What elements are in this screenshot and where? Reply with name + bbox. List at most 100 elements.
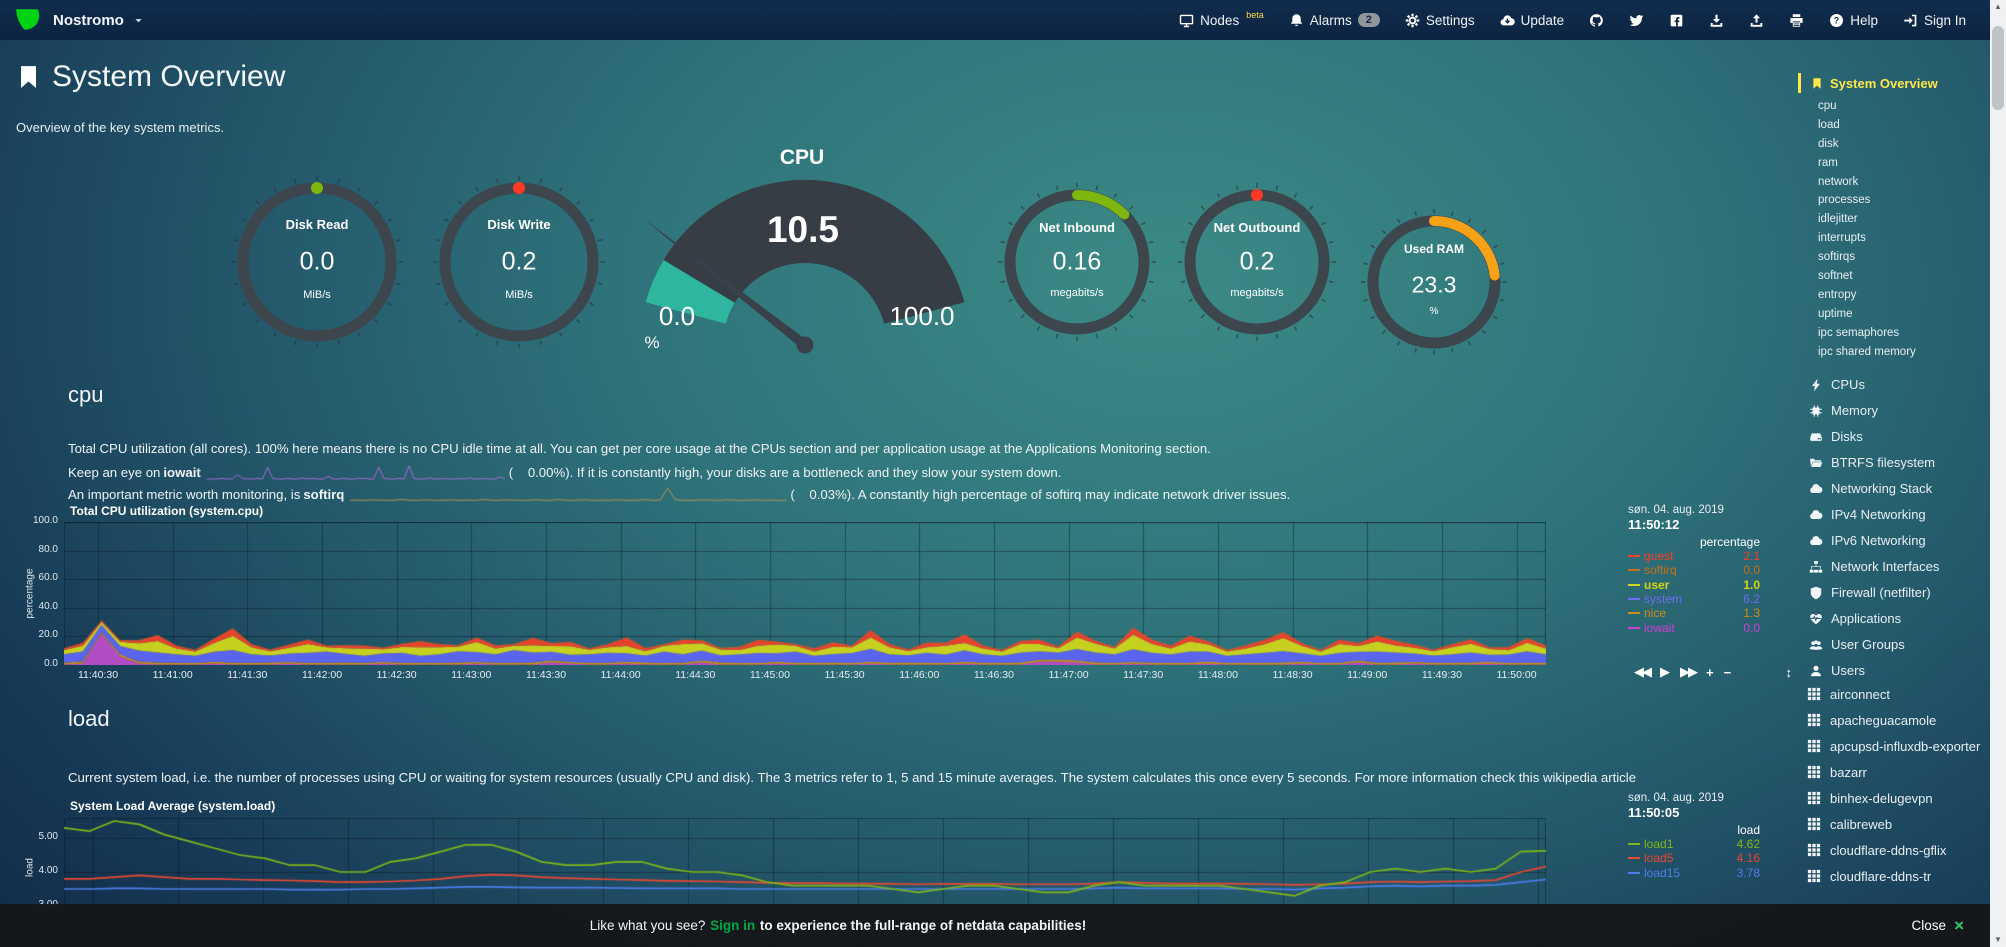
gauge-net-outbound-value: 0.2 bbox=[1239, 247, 1275, 276]
nav-label-settings: Settings bbox=[1425, 12, 1475, 28]
scroll-down-arrow-icon[interactable]: ▼ bbox=[1994, 935, 2002, 944]
sidebar-app-apcupsd-influxdb-exporter[interactable]: apcupsd-influxdb-exporter bbox=[1798, 734, 1990, 760]
page-title-row: System Overview bbox=[16, 60, 285, 94]
gauge-net-inbound-title: Net Inbound bbox=[1039, 220, 1115, 236]
sidebar-item-networking-stack[interactable]: Networking Stack bbox=[1798, 476, 1990, 502]
folder-open-icon bbox=[1809, 456, 1823, 470]
gauge-cpu[interactable] bbox=[630, 150, 980, 360]
sidebar-subitem-load[interactable]: load bbox=[1818, 118, 1840, 131]
scrollbar-thumb[interactable] bbox=[1992, 26, 2004, 110]
gauge-disk-read[interactable]: Disk Read 0.0 MiB/s bbox=[230, 175, 404, 349]
sidebar-item-users[interactable]: Users bbox=[1798, 658, 1990, 684]
sidebar-item-disks[interactable]: Disks bbox=[1798, 424, 1990, 450]
nav-item-alarms[interactable]: Alarms 2 bbox=[1289, 13, 1380, 28]
sidebar-item-memory[interactable]: Memory bbox=[1798, 398, 1990, 424]
legend-series-name: guest bbox=[1644, 549, 1674, 564]
nav-item-twitter[interactable] bbox=[1629, 13, 1644, 28]
signin-link[interactable]: Sign in bbox=[710, 918, 756, 933]
section-heading-load: load bbox=[68, 706, 110, 731]
legend-row-nice[interactable]: nice 1.3 bbox=[1628, 606, 1760, 620]
nav-item-print[interactable] bbox=[1789, 13, 1804, 28]
sidebar-item-firewall-netfilter-[interactable]: Firewall (netfilter) bbox=[1798, 580, 1990, 606]
gauge-net-inbound-unit: megabits/s bbox=[1050, 286, 1104, 299]
legend-row-system[interactable]: system 6.2 bbox=[1628, 592, 1760, 606]
resize-icon[interactable]: ↕ bbox=[1785, 664, 1793, 680]
nav-item-signin[interactable]: Sign In bbox=[1903, 13, 1966, 28]
sidebar-subitem-disk[interactable]: disk bbox=[1818, 137, 1839, 150]
legend-swatch bbox=[1628, 871, 1640, 874]
sidebar-subitem-ipc-semaphores[interactable]: ipc semaphores bbox=[1818, 326, 1900, 339]
zoom-out-icon[interactable]: − bbox=[1723, 664, 1732, 680]
sidebar-subitem-softirqs[interactable]: softirqs bbox=[1818, 251, 1856, 264]
nav-item-facebook[interactable] bbox=[1669, 13, 1684, 28]
sidebar-item-ipv4-networking[interactable]: IPv4 Networking bbox=[1798, 502, 1990, 528]
sidebar-subitem-ram[interactable]: ram bbox=[1818, 156, 1838, 169]
sidebar-item-network-interfaces[interactable]: Network Interfaces bbox=[1798, 554, 1990, 580]
sidebar-app-calibreweb[interactable]: calibreweb bbox=[1798, 812, 1990, 838]
cpu-chart[interactable] bbox=[64, 522, 1546, 665]
help-icon: ? bbox=[1829, 13, 1844, 28]
legend-row-user[interactable]: user 1.0 bbox=[1628, 578, 1760, 592]
sidebar-app-cloudflare-ddns-gflix[interactable]: cloudflare-ddns-gflix bbox=[1798, 838, 1990, 864]
legend-units-header: percentage bbox=[1699, 535, 1760, 549]
nav-item-update[interactable]: Update bbox=[1500, 13, 1564, 28]
legend-row-load5[interactable]: load5 4.16 bbox=[1628, 851, 1760, 865]
sidebar-app-binhex-delugevpn[interactable]: binhex-delugevpn bbox=[1798, 786, 1990, 812]
nav-item-settings[interactable]: Settings bbox=[1405, 13, 1475, 28]
gauge-net-outbound[interactable]: Net Outbound 0.2 megabits/s bbox=[1177, 182, 1337, 342]
grid-icon bbox=[1807, 765, 1821, 779]
sidebar-subitem-uptime[interactable]: uptime bbox=[1818, 307, 1853, 320]
nav-item-upload[interactable] bbox=[1749, 13, 1764, 28]
legend-row-load1[interactable]: load1 4.62 bbox=[1628, 837, 1760, 851]
zoom-in-icon[interactable]: + bbox=[1706, 664, 1714, 680]
page-scrollbar[interactable]: ▲ ▼ bbox=[1990, 0, 2006, 947]
legend-row-iowait[interactable]: iowait 0.0 bbox=[1628, 620, 1760, 635]
cpu-xtick: 11:41:00 bbox=[152, 669, 193, 681]
nav-label-nodes: Nodes bbox=[1200, 12, 1240, 28]
gauge-net-inbound[interactable]: Net Inbound 0.16 megabits/s bbox=[997, 182, 1157, 342]
bell-icon bbox=[1289, 13, 1304, 28]
sidebar-subitem-idlejitter[interactable]: idlejitter bbox=[1818, 213, 1858, 226]
sidebar-app-bazarr[interactable]: bazarr bbox=[1798, 760, 1990, 786]
sidebar-subitem-entropy[interactable]: entropy bbox=[1818, 288, 1857, 301]
legend-row-softirq[interactable]: softirq 0.0 bbox=[1628, 563, 1760, 577]
pan-left-icon[interactable]: ◀◀ bbox=[1634, 664, 1652, 679]
nav-item-nodes[interactable]: Nodes beta bbox=[1179, 10, 1264, 28]
sidebar-subitem-softnet[interactable]: softnet bbox=[1818, 270, 1853, 283]
legend-row-guest[interactable]: guest 2.1 bbox=[1628, 549, 1760, 563]
nav-item-github[interactable] bbox=[1589, 13, 1604, 28]
cpu-xtick: 11:45:00 bbox=[749, 669, 790, 681]
iowait-text-pre: Keep an eye on bbox=[68, 464, 161, 480]
sidebar-subitem-cpu[interactable]: cpu bbox=[1818, 100, 1837, 112]
legend-swatch bbox=[1628, 569, 1640, 572]
hostname-label: Nostromo bbox=[53, 11, 124, 29]
sidebar-item-user-groups[interactable]: User Groups bbox=[1798, 632, 1990, 658]
legend-date: søn. 04. aug. 2019 bbox=[1628, 792, 1724, 804]
sidebar-app-airconnect[interactable]: airconnect bbox=[1798, 682, 1990, 708]
sidebar-item-applications[interactable]: Applications bbox=[1798, 606, 1990, 632]
cpu-xtick: 11:43:30 bbox=[525, 669, 567, 681]
sidebar-app-apacheguacamole[interactable]: apacheguacamole bbox=[1798, 708, 1990, 734]
legend-series-value: 4.62 bbox=[1736, 837, 1760, 852]
pan-right-icon[interactable]: ▶▶ bbox=[1680, 664, 1698, 679]
gauge-used-ram[interactable]: Used RAM 23.3% bbox=[1360, 208, 1508, 356]
nav-item-download[interactable] bbox=[1709, 13, 1724, 28]
play-icon[interactable]: ▶ bbox=[1660, 664, 1670, 679]
sidebar-item-ipv6-networking[interactable]: IPv6 Networking bbox=[1798, 528, 1990, 554]
scroll-up-arrow-icon[interactable]: ▲ bbox=[1994, 2, 2002, 11]
gauge-disk-read-value: 0.0 bbox=[299, 247, 335, 276]
gauge-disk-write-value: 0.2 bbox=[501, 247, 537, 276]
sidebar-subitem-ipc-shared-memory[interactable]: ipc shared memory bbox=[1818, 345, 1916, 358]
sidebar-item-btrfs-filesystem[interactable]: BTRFS filesystem bbox=[1798, 450, 1990, 476]
close-banner-button[interactable]: Close × bbox=[1912, 917, 1964, 934]
sidebar-subitem-interrupts[interactable]: interrupts bbox=[1818, 232, 1866, 245]
sidebar-subitem-network[interactable]: network bbox=[1818, 175, 1859, 188]
gauge-disk-write[interactable]: Disk Write 0.2 MiB/s bbox=[432, 175, 606, 349]
legend-row-load15[interactable]: load15 3.78 bbox=[1628, 866, 1760, 880]
sidebar-app-cloudflare-ddns-tr[interactable]: cloudflare-ddns-tr bbox=[1798, 864, 1990, 890]
sidebar-item-system-overview[interactable]: System Overview bbox=[1798, 72, 1990, 94]
node-selector[interactable]: Nostromo bbox=[14, 7, 144, 33]
sidebar-subitem-processes[interactable]: processes bbox=[1818, 194, 1871, 207]
sidebar-item-cpus[interactable]: CPUs bbox=[1798, 372, 1990, 398]
nav-item-help[interactable]: ? Help bbox=[1829, 13, 1878, 28]
